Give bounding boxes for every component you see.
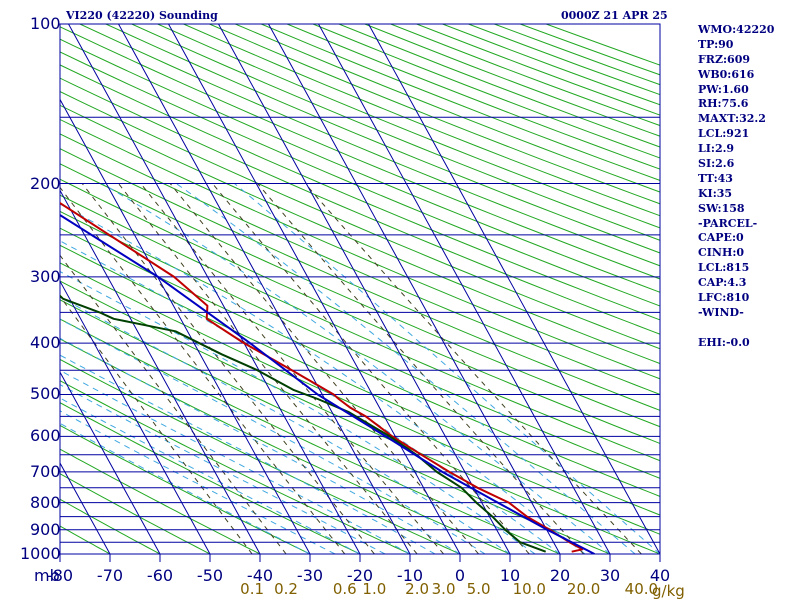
stats-line: KI:35 [698, 186, 733, 200]
isotherm [60, 371, 161, 554]
mixing-ratio-unit-label: g/kg [652, 582, 685, 600]
stats-line: EHI:-0.0 [698, 335, 750, 349]
temperature-tick: -40 [246, 566, 274, 585]
temperature-tick: -10 [396, 566, 424, 585]
pressure-tick: 500 [30, 384, 61, 404]
mixing-ratio-line [60, 254, 287, 554]
stats-panel: WMO:42220 TP:90 FRZ:609 WB0:616 PW:1.60 RH:75… [698, 23, 774, 351]
stats-line: RH:75.6 [698, 97, 749, 111]
pressure-tick: 1000 [20, 544, 61, 563]
stats-line: SI:2.6 [698, 157, 735, 171]
isotherm [268, 24, 561, 554]
stats-line: WMO:42220 [698, 23, 775, 36]
isotherms [0, 24, 660, 554]
temperature-tick: -80 [46, 566, 74, 585]
temperature-tick: 0 [454, 566, 466, 585]
mixing-ratio-tick: 1.0 [362, 580, 387, 598]
stats-line: LCL:921 [698, 127, 750, 141]
pressure-tick: 300 [30, 266, 61, 286]
isotherm [60, 280, 211, 554]
plot-frame [59, 23, 661, 562]
mixing-ratio-line [81, 183, 375, 554]
mixing-ratio-line [60, 186, 346, 554]
temperature-tick: -20 [346, 566, 374, 585]
isotherm [60, 462, 111, 554]
moist-adiabat [101, 183, 611, 554]
stats-line: LI:2.9 [698, 142, 735, 156]
stats-line: LFC:810 [698, 291, 750, 305]
stats-line [698, 321, 774, 336]
pressure-unit-label: mb [34, 566, 60, 585]
mixing-ratio-line [118, 183, 418, 554]
temperature-tick: -50 [196, 566, 224, 585]
stats-line: -PARCEL- [698, 216, 758, 230]
stats-line: LCL:815 [698, 261, 750, 275]
stats-line: -WIND- [698, 305, 744, 319]
station-title: VI220 (42220) Sounding [66, 9, 218, 22]
isotherm [118, 24, 411, 554]
temperature-tick: 20 [549, 566, 571, 585]
mixing-ratio-tick: 20.0 [566, 580, 601, 598]
stats-line: SW:158 [698, 201, 745, 215]
pressure-tick: 200 [30, 173, 61, 193]
dry-adiabats [60, 24, 660, 554]
pressure-tick: 100 [30, 14, 61, 33]
dry-adiabat [60, 299, 611, 554]
isotherm [0, 24, 10, 554]
isotherm [368, 24, 660, 554]
stats-line: WB0:616 [698, 67, 755, 81]
temperature-tick: 30 [599, 566, 621, 585]
pressure-tick: 800 [30, 492, 61, 512]
temperature-tick: -30 [296, 566, 324, 585]
stats-line: MAXT:32.2 [698, 112, 766, 126]
isotherm [318, 24, 611, 554]
mixing-ratio-tick: 2.0 [405, 580, 430, 598]
temperature-tick: 10 [499, 566, 521, 585]
isotherm [68, 24, 361, 554]
mixing-ratio-tick: 3.0 [431, 580, 456, 598]
dry-adiabat [60, 51, 660, 307]
parcel-line [60, 213, 595, 554]
mixing-ratio-tick: 10.0 [512, 580, 546, 598]
mixing-ratio-line [257, 183, 584, 554]
temperature-line [60, 201, 584, 553]
mixing-ratio-tick: 40.0 [624, 580, 659, 598]
isotherm [60, 98, 311, 554]
isotherm [218, 24, 511, 554]
pressure-tick: 900 [30, 519, 61, 539]
stats-line: FRZ:609 [698, 52, 751, 66]
moist-adiabat [234, 183, 660, 554]
stats-line: CAP:4.3 [698, 276, 747, 290]
mixing-ratio-tick: 0.6 [332, 580, 357, 598]
mixing-ratio-tick: 5.0 [466, 580, 491, 598]
series-lines [60, 201, 595, 554]
mixing-ratio-line [60, 295, 253, 554]
pressure-tick: 700 [30, 461, 61, 481]
stats-line: TP:90 [698, 37, 734, 51]
isobars [60, 23, 660, 555]
stats-line: PW:1.60 [698, 82, 749, 96]
temperature-tick: -70 [96, 566, 124, 585]
stats-line: TT:43 [698, 171, 733, 185]
temperature-tick: -60 [146, 566, 174, 585]
temperature-tick: 40 [649, 566, 671, 585]
moist-adiabat [60, 354, 436, 554]
sounding-time: 0000Z 21 APR 25 [561, 9, 668, 22]
pressure-tick: 600 [30, 426, 61, 446]
stats-line: CAPE:0 [698, 231, 744, 245]
isotherm [168, 24, 461, 554]
stats-line: CINH:0 [698, 246, 745, 260]
dewpoint-line [60, 294, 547, 553]
pressure-tick: 400 [30, 333, 61, 353]
mixing-ratio-tick: 0.2 [274, 580, 298, 598]
mixing-ratio-line [212, 183, 530, 554]
isotherm [60, 189, 261, 554]
mixing-ratio-tick: 0.1 [240, 580, 265, 598]
